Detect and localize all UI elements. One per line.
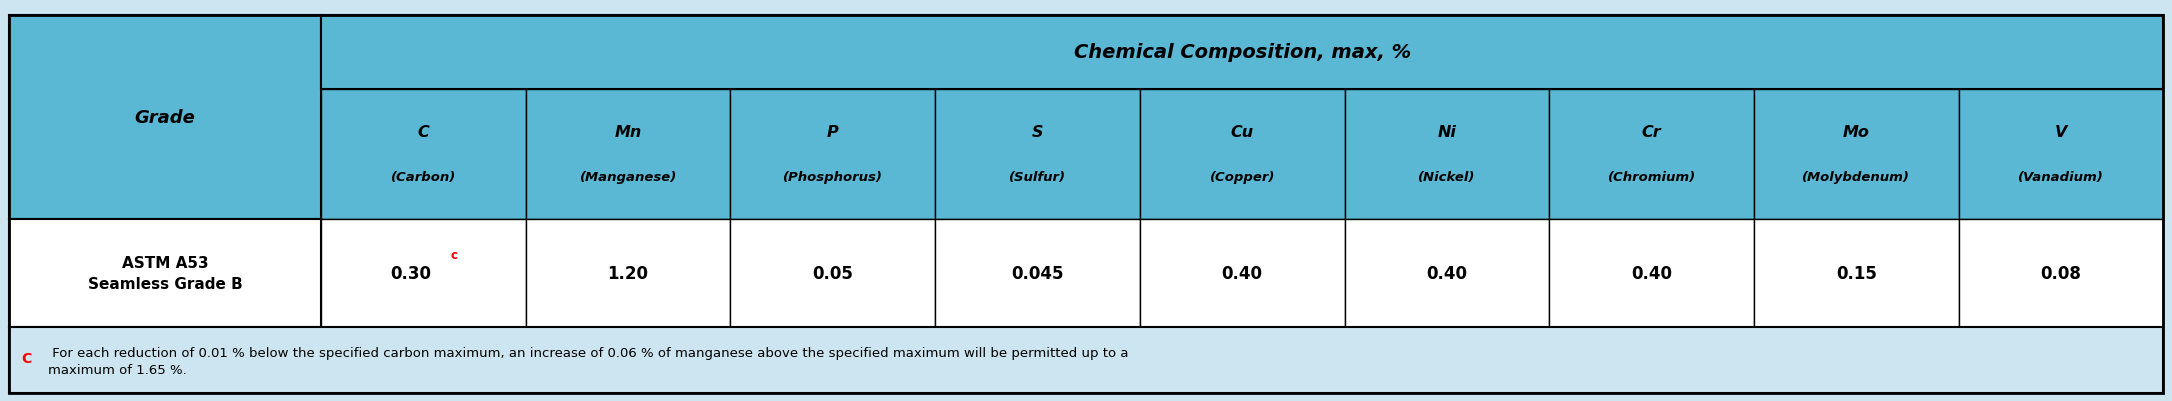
Bar bbox=[9, 220, 321, 327]
Text: C: C bbox=[22, 351, 33, 365]
Text: (Sulfur): (Sulfur) bbox=[1010, 170, 1066, 183]
Text: Cr: Cr bbox=[1642, 125, 1662, 140]
Text: 0.40: 0.40 bbox=[1221, 264, 1262, 282]
Text: For each reduction of 0.01 % below the specified carbon maximum, an increase of : For each reduction of 0.01 % below the s… bbox=[48, 346, 1127, 359]
Bar bbox=[1549, 220, 1755, 327]
Text: Grade: Grade bbox=[135, 109, 195, 127]
Text: (Manganese): (Manganese) bbox=[580, 170, 678, 183]
Bar bbox=[526, 89, 730, 220]
Bar bbox=[1549, 89, 1755, 220]
Text: 0.08: 0.08 bbox=[2040, 264, 2081, 282]
Text: 1.20: 1.20 bbox=[608, 264, 649, 282]
Bar bbox=[9, 327, 2163, 393]
Text: 0.30: 0.30 bbox=[391, 264, 430, 282]
Text: 0.045: 0.045 bbox=[1012, 264, 1064, 282]
Bar bbox=[1344, 89, 1549, 220]
Text: Mn: Mn bbox=[615, 125, 641, 140]
Text: S: S bbox=[1032, 125, 1043, 140]
Text: 0.40: 0.40 bbox=[1427, 264, 1468, 282]
Bar bbox=[1140, 220, 1344, 327]
Text: Mo: Mo bbox=[1842, 125, 1870, 140]
Text: (Carbon): (Carbon) bbox=[391, 170, 456, 183]
Bar bbox=[936, 220, 1140, 327]
Bar bbox=[1959, 220, 2163, 327]
Text: 0.40: 0.40 bbox=[1631, 264, 1672, 282]
Bar bbox=[321, 220, 526, 327]
Text: C: C bbox=[417, 125, 430, 140]
Bar bbox=[321, 89, 526, 220]
Text: Chemical Composition, max, %: Chemical Composition, max, % bbox=[1073, 43, 1412, 62]
Text: (Nickel): (Nickel) bbox=[1418, 170, 1475, 183]
Text: Cu: Cu bbox=[1232, 125, 1253, 140]
Bar bbox=[730, 89, 936, 220]
Text: (Copper): (Copper) bbox=[1210, 170, 1275, 183]
Bar bbox=[526, 220, 730, 327]
Text: 0.05: 0.05 bbox=[812, 264, 854, 282]
Text: c: c bbox=[450, 249, 458, 262]
Text: ASTM A53
Seamless Grade B: ASTM A53 Seamless Grade B bbox=[87, 255, 243, 291]
Text: P: P bbox=[828, 125, 838, 140]
Bar bbox=[1959, 89, 2163, 220]
Text: 0.15: 0.15 bbox=[1835, 264, 1877, 282]
Bar bbox=[936, 89, 1140, 220]
Text: (Chromium): (Chromium) bbox=[1607, 170, 1696, 183]
Text: (Phosphorus): (Phosphorus) bbox=[782, 170, 882, 183]
Text: maximum of 1.65 %.: maximum of 1.65 %. bbox=[48, 364, 187, 377]
Text: (Molybdenum): (Molybdenum) bbox=[1803, 170, 1909, 183]
Text: Ni: Ni bbox=[1438, 125, 1457, 140]
Bar bbox=[1140, 89, 1344, 220]
Bar bbox=[730, 220, 936, 327]
Bar bbox=[1755, 220, 1959, 327]
Text: (Vanadium): (Vanadium) bbox=[2018, 170, 2105, 183]
Bar bbox=[1755, 89, 1959, 220]
Bar bbox=[1344, 220, 1549, 327]
Text: V: V bbox=[2055, 125, 2068, 140]
Bar bbox=[321, 16, 2163, 89]
Bar bbox=[9, 16, 321, 220]
